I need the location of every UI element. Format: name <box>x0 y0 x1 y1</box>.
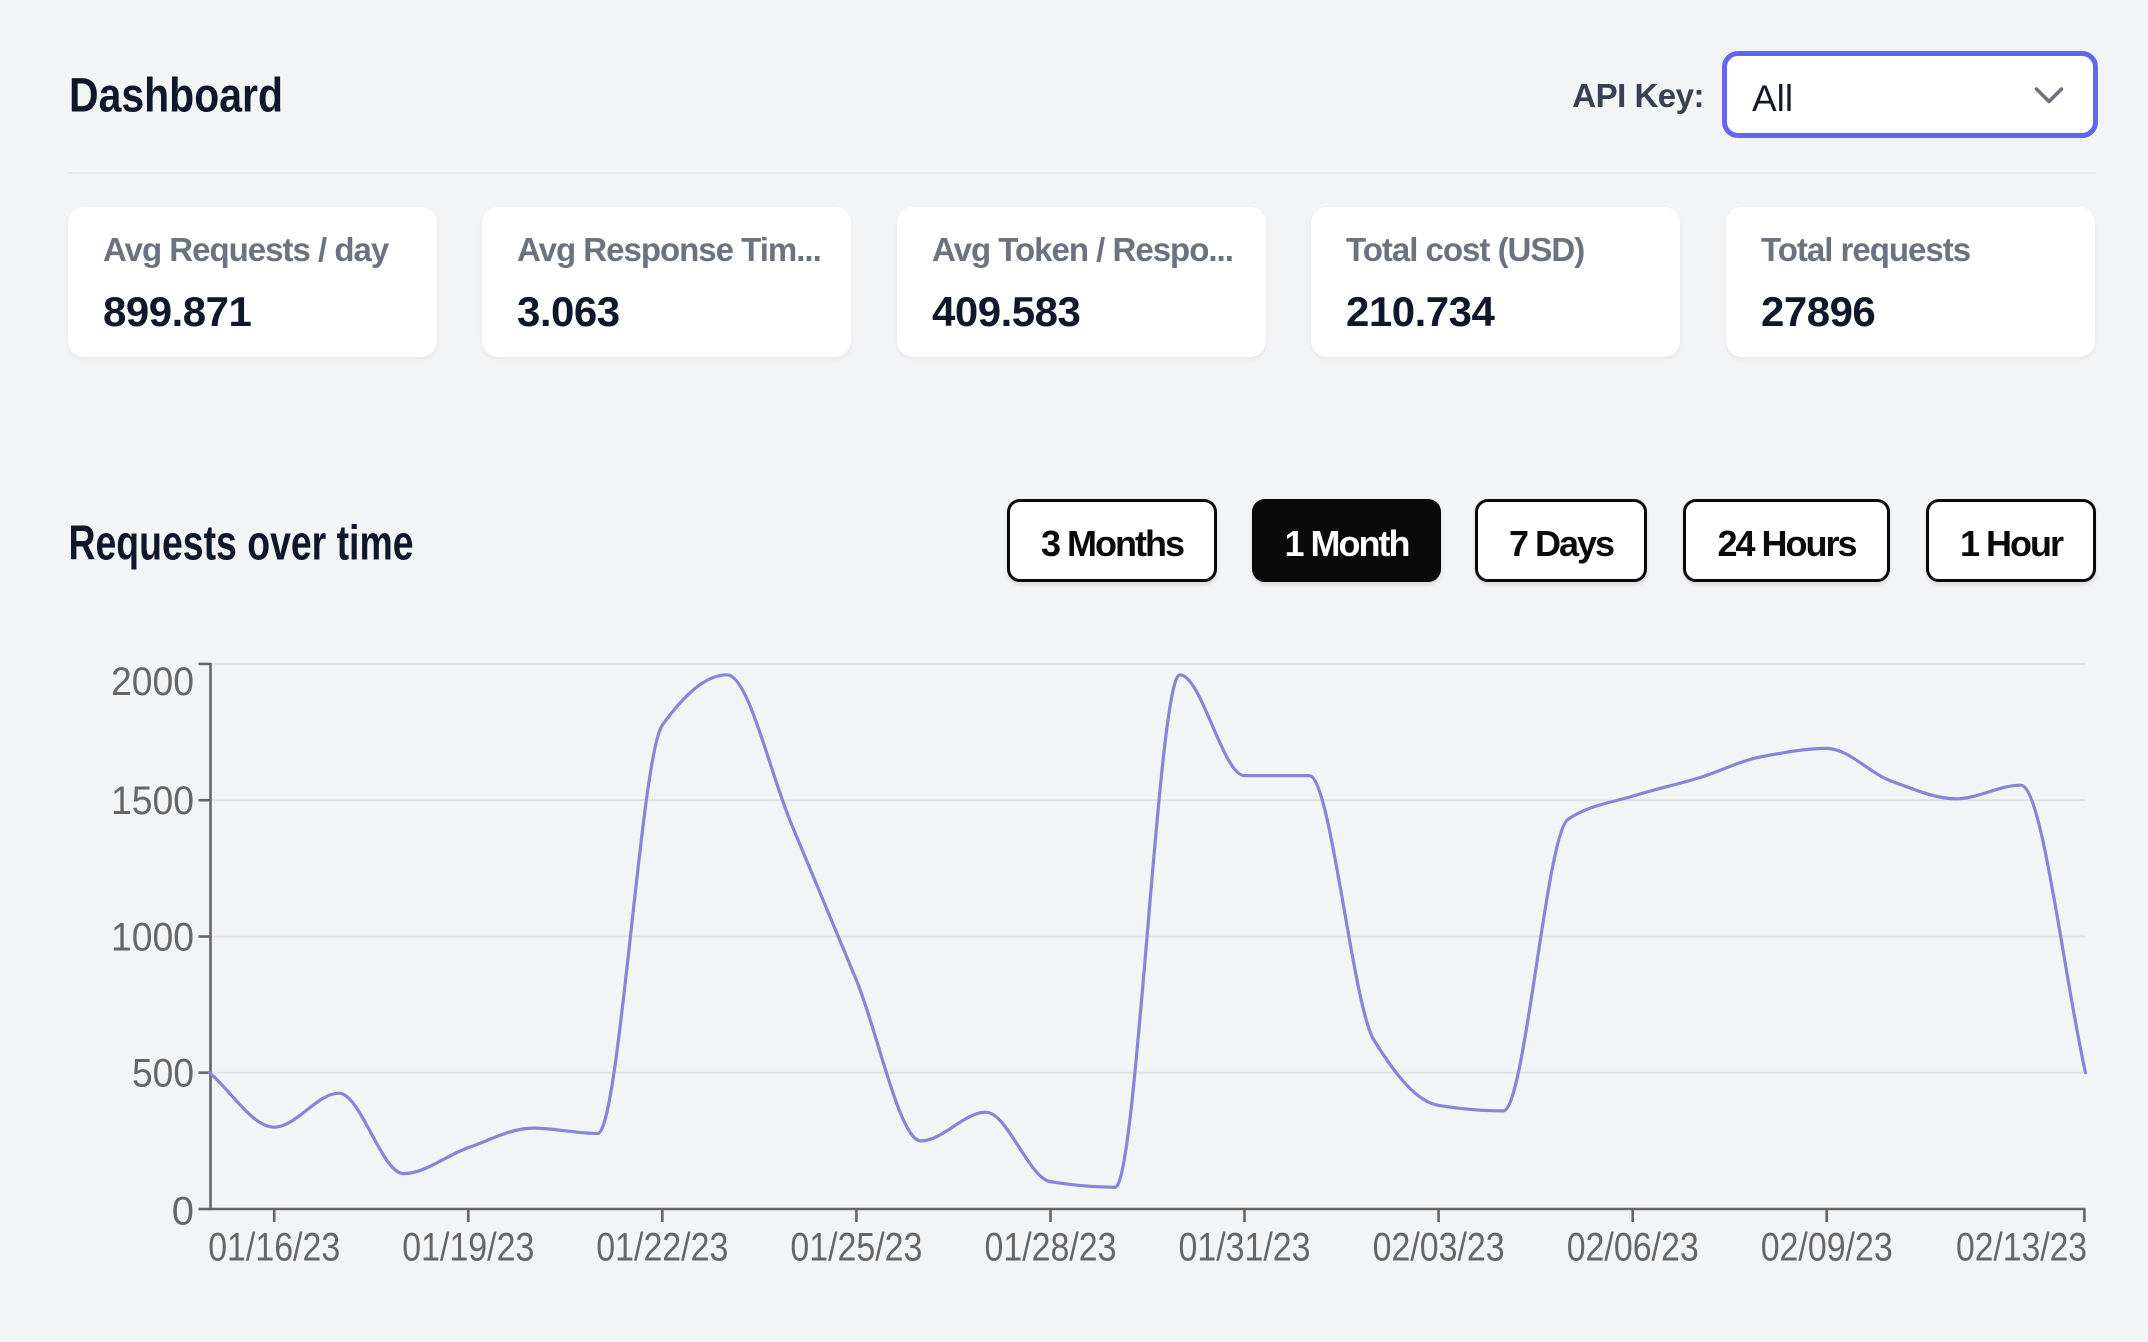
svg-text:01/16/23: 01/16/23 <box>208 1226 340 1270</box>
svg-text:0: 0 <box>172 1190 194 1234</box>
svg-text:02/03/23: 02/03/23 <box>1373 1226 1505 1270</box>
svg-text:1000: 1000 <box>111 915 194 959</box>
svg-text:02/09/23: 02/09/23 <box>1761 1226 1893 1270</box>
svg-text:01/28/23: 01/28/23 <box>985 1226 1117 1270</box>
svg-text:02/06/23: 02/06/23 <box>1567 1226 1699 1270</box>
svg-text:1500: 1500 <box>111 779 194 823</box>
svg-text:500: 500 <box>132 1052 194 1096</box>
svg-text:01/19/23: 01/19/23 <box>402 1226 534 1270</box>
svg-text:Dashboard: Dashboard <box>69 70 283 123</box>
svg-text:2000: 2000 <box>111 660 194 704</box>
svg-text:01/25/23: 01/25/23 <box>790 1226 922 1270</box>
svg-text:01/31/23: 01/31/23 <box>1179 1226 1311 1270</box>
svg-text:01/22/23: 01/22/23 <box>596 1226 728 1270</box>
svg-text:Requests over time: Requests over time <box>69 517 414 571</box>
svg-text:02/13/23: 02/13/23 <box>1956 1226 2087 1270</box>
